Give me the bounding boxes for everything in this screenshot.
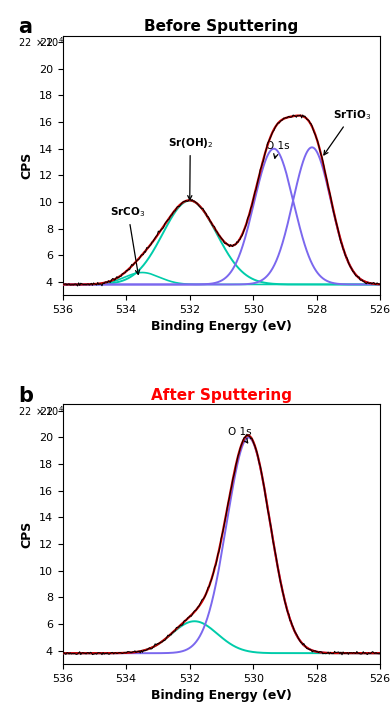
Text: b: b — [18, 386, 33, 406]
X-axis label: Binding Energy (eV): Binding Energy (eV) — [151, 689, 292, 702]
Title: Before Sputtering: Before Sputtering — [144, 19, 299, 34]
Text: $22\ \times10^4$: $22\ \times10^4$ — [18, 404, 64, 418]
Text: SrCO$_3$: SrCO$_3$ — [111, 205, 145, 274]
Text: a: a — [18, 17, 32, 38]
Y-axis label: CPS: CPS — [20, 520, 33, 547]
Title: After Sputtering: After Sputtering — [151, 388, 292, 403]
Text: SrTiO$_3$: SrTiO$_3$ — [324, 108, 371, 155]
X-axis label: Binding Energy (eV): Binding Energy (eV) — [151, 320, 292, 334]
Text: O 1s: O 1s — [228, 427, 251, 443]
Text: $22\ \times10^4$: $22\ \times10^4$ — [18, 36, 64, 49]
Y-axis label: CPS: CPS — [20, 152, 33, 179]
Text: O 1s: O 1s — [266, 141, 290, 158]
Text: Sr(OH)$_2$: Sr(OH)$_2$ — [167, 136, 213, 200]
